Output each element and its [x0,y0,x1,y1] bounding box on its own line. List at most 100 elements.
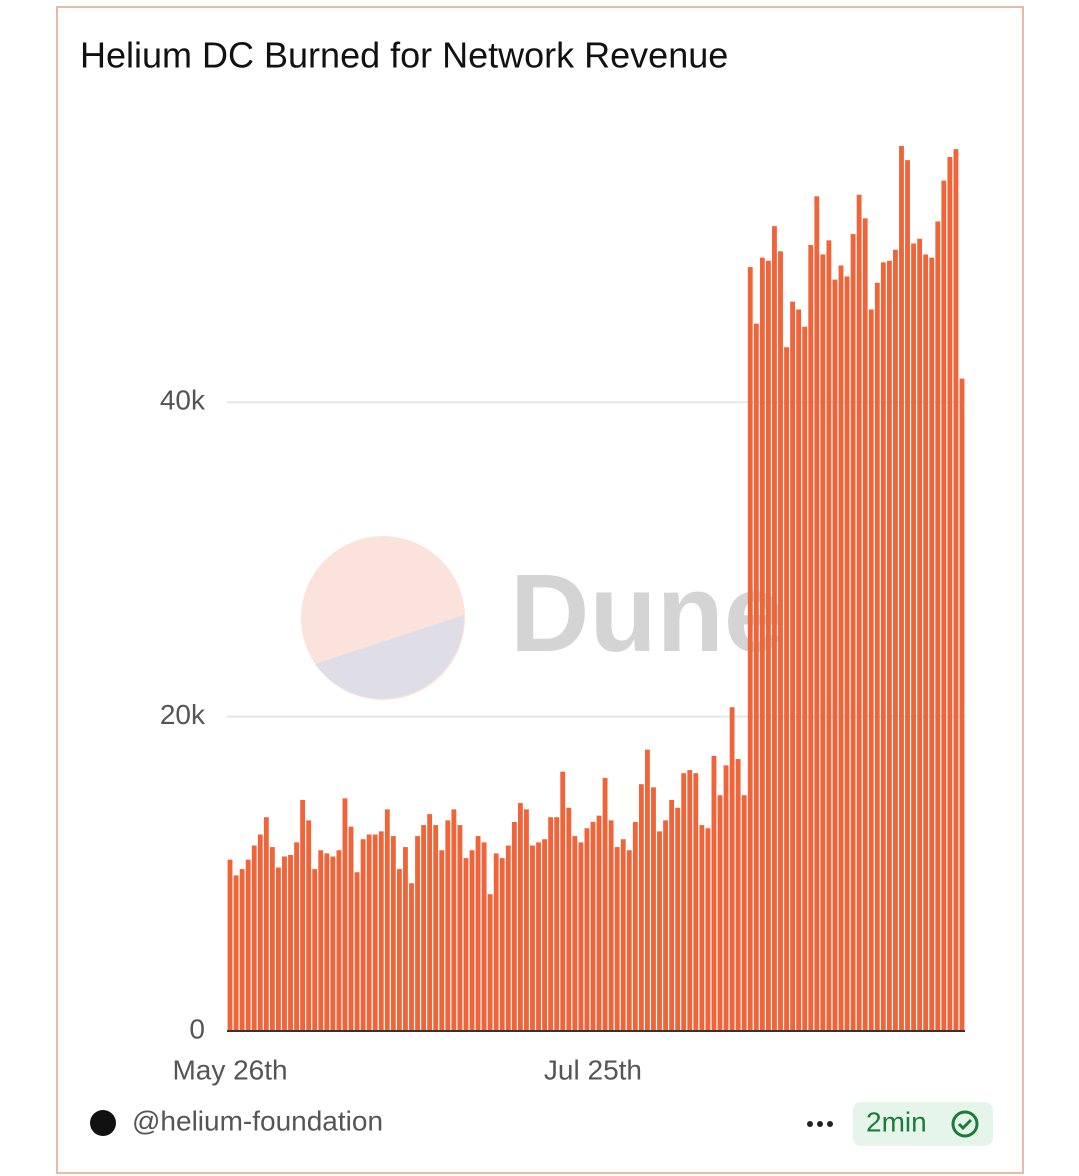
bar [336,850,342,1031]
bar [245,859,251,1031]
bar [947,157,953,1031]
bar [415,836,420,1031]
bar [384,809,390,1031]
bar [959,378,965,1031]
bar [874,282,880,1031]
bar [548,817,554,1031]
bar [850,234,856,1031]
bar [378,831,384,1031]
bar [911,243,917,1032]
bar [300,799,306,1031]
bar [263,817,269,1031]
bar [590,821,596,1031]
y-tick-label: 40k [160,385,206,416]
more-menu[interactable] [807,1121,833,1127]
bar [893,249,898,1032]
bar [905,160,910,1031]
bar [233,875,239,1031]
bar [439,850,445,1031]
bar [717,795,723,1031]
bar [536,842,541,1031]
bar [396,869,402,1031]
bar [282,856,287,1031]
bar [475,836,481,1031]
bar [711,755,717,1031]
bar [427,814,433,1031]
bar [342,798,348,1031]
bar [923,254,929,1031]
bar [632,821,638,1031]
bar [451,809,457,1031]
bar [832,279,838,1031]
watermark-logo [301,536,465,700]
bar [421,825,427,1031]
author-icon [90,1110,116,1136]
watermark: Dune [510,552,785,675]
bar [941,180,947,1032]
bar [390,836,396,1031]
bar [681,773,687,1031]
author: @helium-foundation [132,1105,383,1136]
chart-title: Helium DC Burned for Network Revenue [80,35,728,76]
bar [868,309,874,1031]
bar [584,828,590,1031]
bar [481,842,487,1031]
bar [657,831,662,1031]
bar [602,777,608,1031]
bar [675,807,681,1031]
x-tick-label: May 26th [172,1054,287,1085]
bar [802,326,808,1031]
bar [330,856,336,1031]
bar [517,803,523,1031]
bar [886,260,892,1031]
bar [808,245,814,1031]
bar [693,773,699,1031]
bar [705,828,711,1031]
bar [935,221,941,1031]
bar [620,839,626,1031]
bar [844,276,850,1031]
bar [729,707,735,1031]
bar [790,301,796,1031]
bar [856,194,862,1031]
bar [354,872,360,1031]
bar [820,254,826,1031]
bar [753,323,759,1031]
bar [445,820,451,1031]
bar [608,820,614,1031]
bar [838,265,844,1031]
bar [578,842,584,1031]
bar [463,858,469,1031]
bar [493,853,499,1031]
bar [554,817,560,1031]
y-tick-label: 0 [189,1013,205,1044]
bar [826,240,832,1031]
bar [239,869,245,1031]
bar [469,850,475,1031]
bar [318,850,324,1031]
bar [735,759,741,1031]
bar [796,309,802,1031]
bar [366,834,372,1031]
bar [524,809,529,1031]
bar [409,883,414,1031]
bar [917,238,923,1031]
bar [778,251,783,1031]
bar [772,226,777,1031]
bar [759,257,765,1031]
bar [324,853,330,1031]
bar [227,859,233,1031]
bar [433,825,439,1031]
bar [644,749,650,1031]
bar [614,847,620,1031]
bar [403,847,408,1031]
bar [651,787,656,1031]
bar [572,836,578,1031]
bar [566,807,572,1031]
bar [929,257,935,1031]
bar [542,839,548,1031]
bar [499,858,505,1031]
bar [699,825,705,1031]
y-tick-label: 20k [160,699,206,730]
